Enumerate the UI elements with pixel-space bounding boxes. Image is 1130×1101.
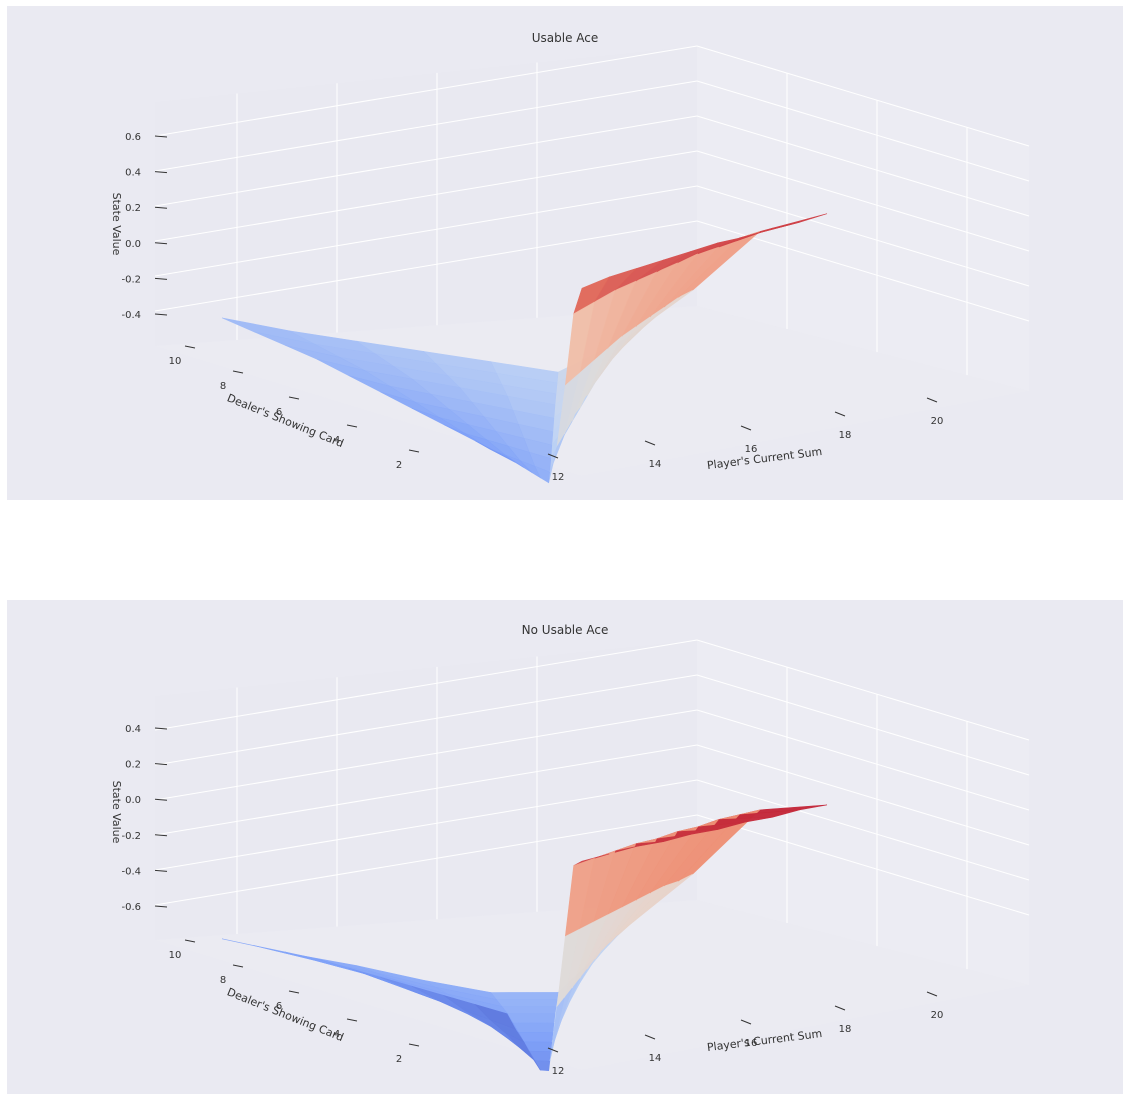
x-tick-label: 20 — [931, 416, 944, 427]
x-axis-label: Player's Current Sum — [706, 445, 823, 472]
surface-patch — [535, 1061, 550, 1071]
surface-patch — [496, 1000, 557, 1007]
z-tick-label: 0.0 — [125, 239, 141, 250]
chart-title: No Usable Ace — [522, 623, 609, 637]
x-tick-label: 14 — [649, 459, 662, 470]
z-tick-label: 0.4 — [125, 724, 141, 735]
y-tick-mark — [347, 425, 357, 427]
y-tick-label: 10 — [169, 356, 182, 367]
surface-patch — [513, 1023, 554, 1033]
y-tick-mark — [289, 397, 299, 399]
z-tick-label: -0.2 — [121, 274, 141, 285]
z-axis-label: State Value — [110, 193, 123, 256]
surface-patch — [491, 992, 558, 999]
z-tick-label: 0.2 — [125, 760, 141, 771]
y-tick-mark — [289, 991, 299, 993]
z-axis-label: State Value — [110, 781, 123, 844]
z-tick-label: 0.6 — [125, 132, 141, 143]
z-tick-label: -0.4 — [121, 310, 141, 321]
y-axis-label: Dealer's Showing Card — [225, 391, 345, 450]
x-tick-label: 20 — [931, 1010, 944, 1021]
z-tick-label: -0.6 — [121, 902, 141, 913]
x-tick-label: 14 — [649, 1053, 662, 1064]
x-tick-label: 12 — [552, 1066, 565, 1077]
y-tick-mark — [409, 1044, 419, 1046]
y-axis-label: Dealer's Showing Card — [225, 985, 345, 1044]
y-tick-label: 2 — [396, 1054, 402, 1065]
y-tick-label: 2 — [396, 460, 402, 471]
y-tick-mark — [409, 450, 419, 452]
no-usable-ace-chart: -0.6 -0.4 -0.2 0.0 0.2 0.4 10 8 6 4 2 12 14 16 18 20 No… — [7, 600, 1123, 1094]
y-tick-label: 10 — [169, 950, 182, 961]
surface-patch — [502, 1007, 556, 1014]
x-tick-label: 12 — [552, 472, 565, 483]
surface-patch — [518, 1032, 553, 1042]
chart-title: Usable Ace — [532, 31, 599, 45]
z-tick-label: -0.2 — [121, 831, 141, 842]
y-tick-label: 8 — [220, 381, 226, 392]
y-tick-mark — [347, 1019, 357, 1021]
z-tick-label: 0.2 — [125, 203, 141, 214]
z-tick-label: -0.4 — [121, 866, 141, 877]
x-tick-label: 18 — [839, 430, 852, 441]
z-tick-label: 0.0 — [125, 795, 141, 806]
y-tick-label: 8 — [220, 975, 226, 986]
usable-ace-chart: -0.4 -0.2 0.0 0.2 0.4 0.6 10 8 6 4 2 12 14 16 18 20 Usa… — [7, 6, 1123, 500]
surface-patch — [507, 1014, 555, 1024]
z-tick-label: 0.4 — [125, 168, 141, 179]
x-tick-label: 18 — [839, 1024, 852, 1035]
